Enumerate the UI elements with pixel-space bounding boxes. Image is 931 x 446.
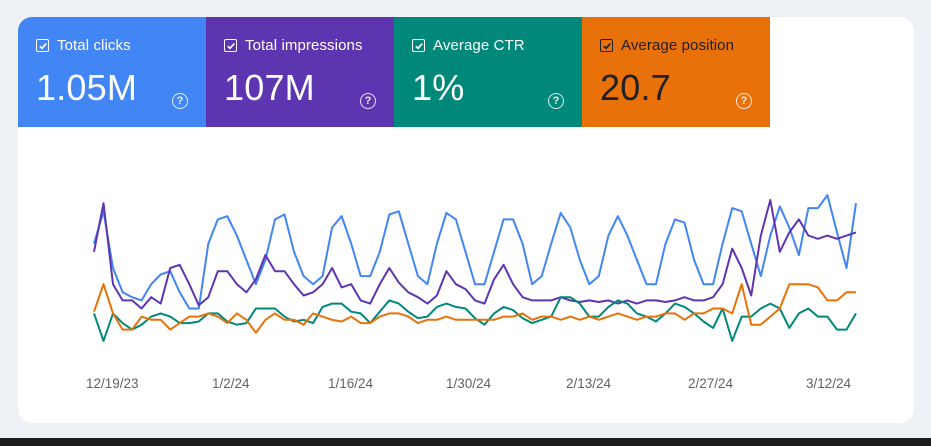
x-tick-label: 1/30/24 (446, 376, 492, 391)
metric-value: 1.05M (36, 67, 138, 108)
help-circle-icon[interactable]: ? (172, 93, 188, 109)
checkbox-checked-icon[interactable] (412, 39, 425, 52)
performance-chart: 12/19/23 1/2/24 1/16/24 1/30/24 2/13/24 2/27/… (18, 127, 914, 423)
performance-chart-svg: 12/19/23 1/2/24 1/16/24 1/30/24 2/13/24 2/27/… (86, 194, 857, 391)
metric-header: Average position (600, 37, 734, 54)
series-line-average-position (93, 283, 856, 334)
metric-value: 1% (412, 67, 465, 108)
x-tick-label: 12/19/23 (86, 376, 139, 391)
help-circle-icon[interactable]: ? (736, 93, 752, 109)
metric-value: 107M (224, 67, 315, 108)
x-tick-label: 2/13/24 (566, 376, 612, 391)
x-tick-label: 1/2/24 (212, 376, 250, 391)
bottom-edge (0, 438, 931, 446)
metric-tab-total-clicks[interactable]: Total clicks 1.05M ? (18, 17, 206, 127)
metric-value: 20.7 (600, 67, 671, 108)
metric-label: Average CTR (433, 37, 525, 54)
series-line-total-impressions (93, 199, 857, 310)
metric-label: Total impressions (245, 37, 363, 54)
checkbox-checked-icon[interactable] (600, 39, 613, 52)
metric-tab-average-position[interactable]: Average position 20.7 ? (582, 17, 770, 127)
series-line-total-clicks (93, 194, 857, 310)
metric-label: Average position (621, 37, 735, 54)
x-tick-label: 2/27/24 (688, 376, 734, 391)
metric-header: Total impressions (224, 37, 363, 54)
performance-card: Total clicks 1.05M ? Total impressions 1… (18, 17, 914, 423)
x-tick-label: 3/12/24 (806, 376, 852, 391)
metric-tab-average-ctr[interactable]: Average CTR 1% ? (394, 17, 582, 127)
metric-tabs: Total clicks 1.05M ? Total impressions 1… (18, 17, 770, 127)
checkbox-checked-icon[interactable] (224, 39, 237, 52)
metric-label: Total clicks (57, 37, 131, 54)
series-line-average-ctr (93, 296, 857, 342)
metric-header: Total clicks (36, 37, 131, 54)
help-circle-icon[interactable]: ? (360, 93, 376, 109)
help-circle-icon[interactable]: ? (548, 93, 564, 109)
checkbox-checked-icon[interactable] (36, 39, 49, 52)
x-tick-label: 1/16/24 (328, 376, 374, 391)
metric-tab-total-impressions[interactable]: Total impressions 107M ? (206, 17, 394, 127)
metric-header: Average CTR (412, 37, 525, 54)
